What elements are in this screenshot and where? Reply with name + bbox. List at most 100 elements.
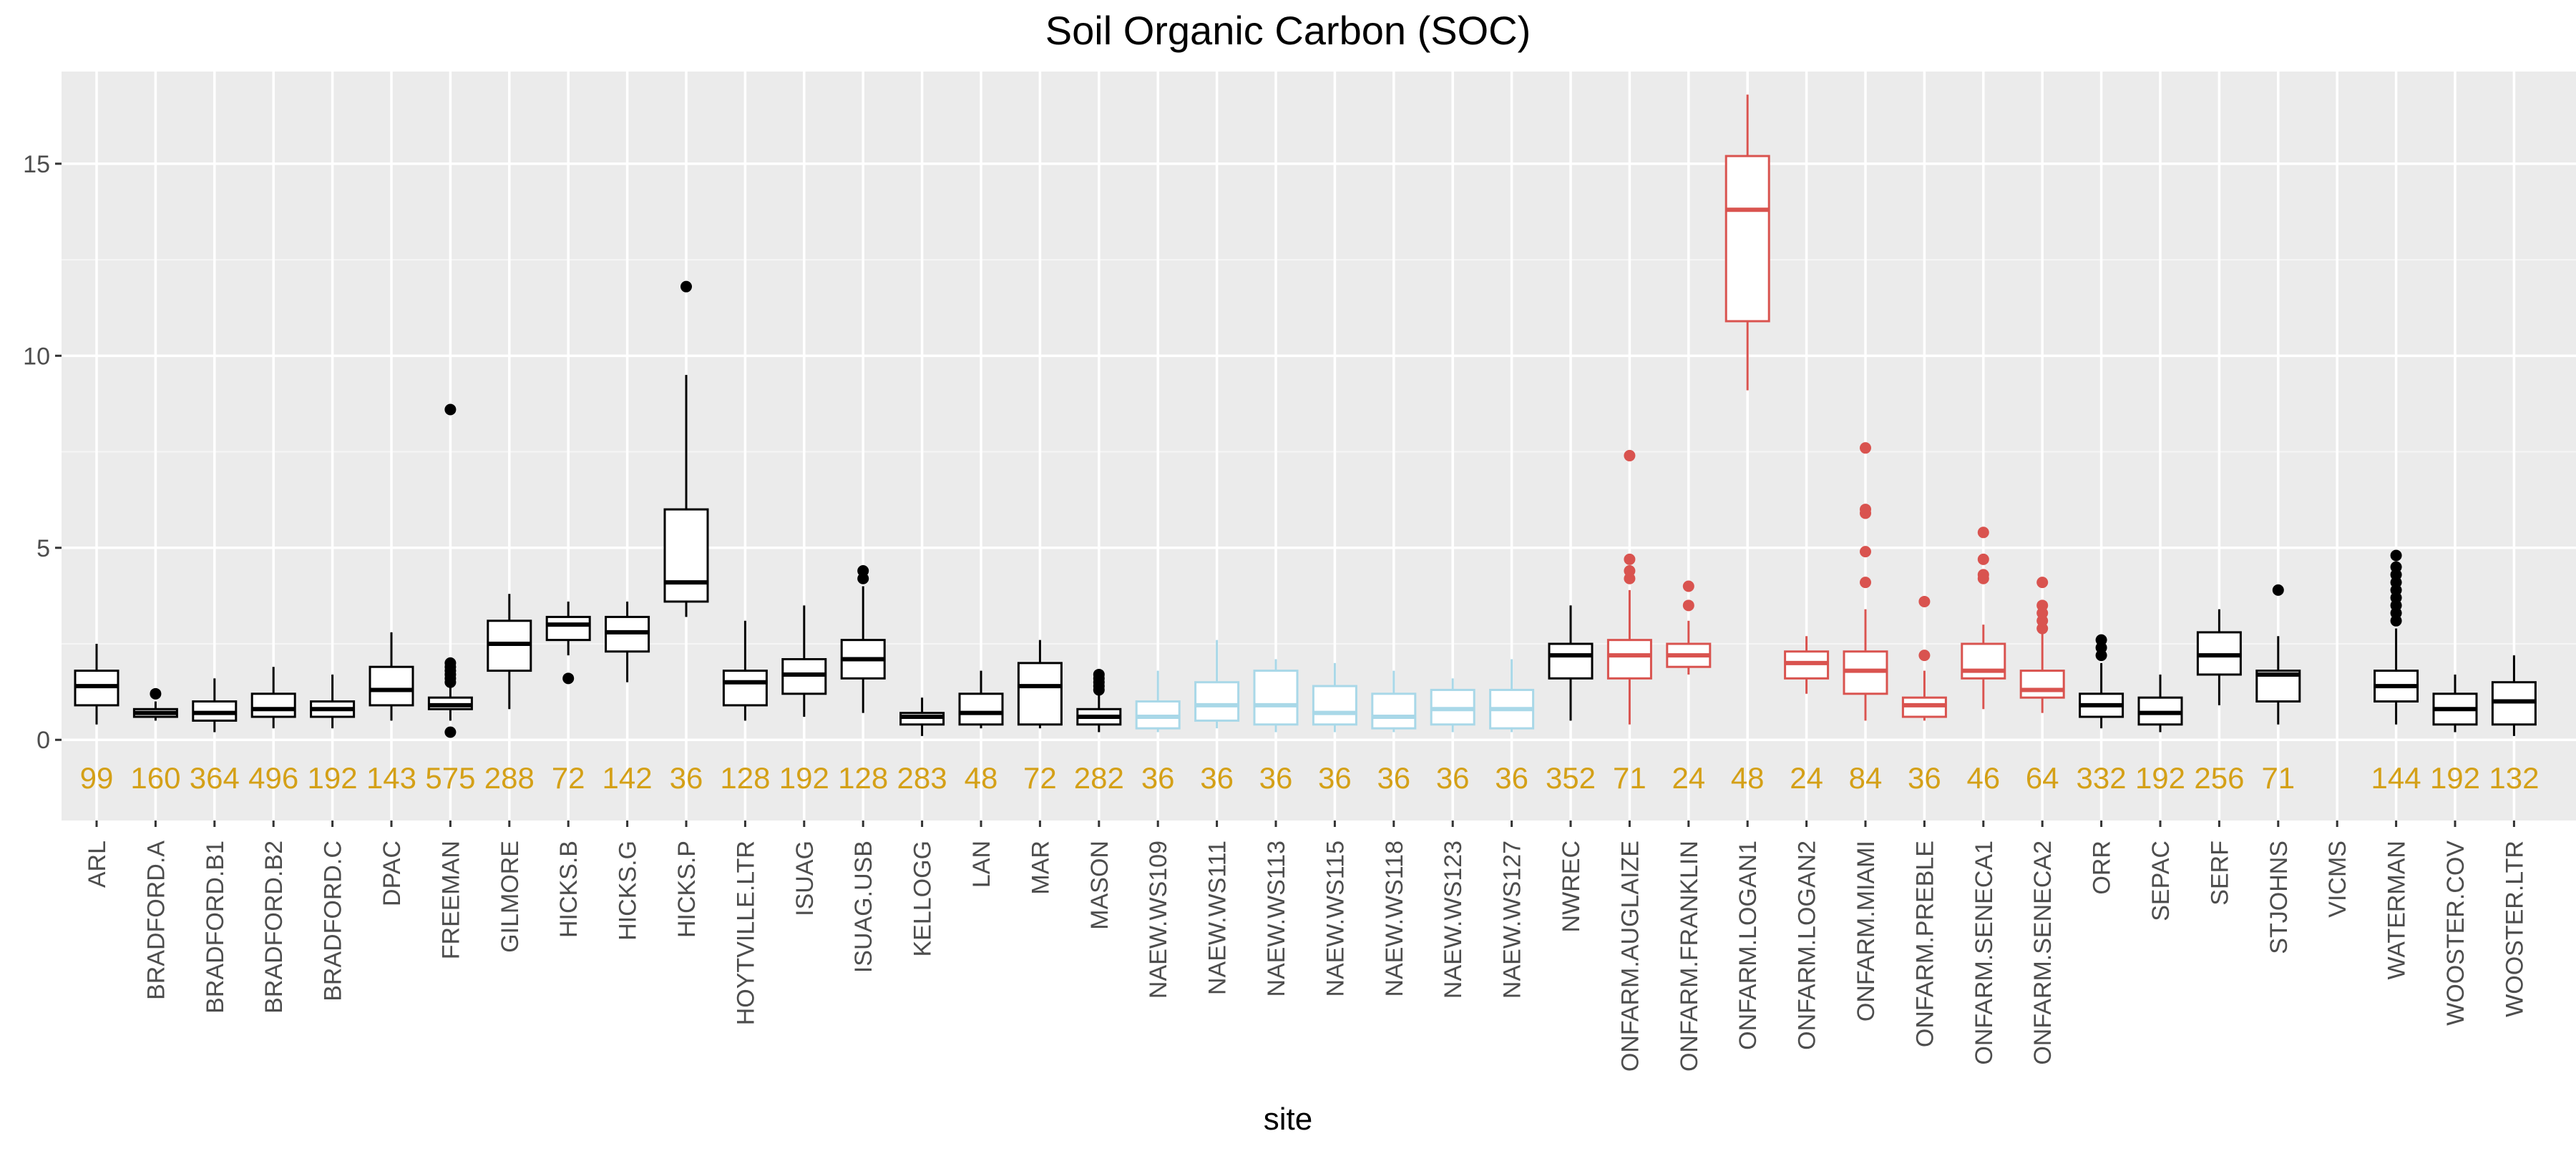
boxplot-hicks-p — [663, 280, 709, 617]
outlier-point — [1624, 449, 1636, 461]
x-tick-label: BRADFORD.B2 — [260, 841, 288, 1014]
boxplot-orr — [2079, 634, 2124, 729]
count-label: 192 — [2135, 761, 2185, 795]
boxplot-hoytville-ltr — [722, 620, 768, 721]
boxplot-freeman — [427, 403, 473, 738]
iqr-box — [722, 670, 768, 707]
outlier-point — [1093, 668, 1105, 680]
x-tick-label: NAEW.WS109 — [1145, 841, 1172, 999]
boxplot-dpac — [369, 632, 414, 721]
count-label: 283 — [897, 761, 947, 795]
x-tick-label: ONFARM.SENECA1 — [1971, 841, 1998, 1065]
count-label: 48 — [1731, 761, 1765, 795]
boxplot-naew-ws113 — [1253, 659, 1299, 733]
outlier-point — [1860, 546, 1871, 558]
count-label: 64 — [2026, 761, 2059, 795]
outlier-point — [2036, 599, 2049, 612]
boxplot-onfarm-miami — [1843, 442, 1888, 721]
x-tick-label: NAEW.WS123 — [1440, 841, 1467, 999]
outlier-point — [2272, 584, 2284, 596]
iqr-box — [1017, 662, 1063, 726]
boxplot-gilmore — [487, 594, 532, 710]
boxplot-wooster-ltr — [2491, 655, 2537, 736]
iqr-box — [958, 692, 1004, 726]
boxplot-kellogg — [899, 697, 945, 736]
count-label: 352 — [1546, 761, 1596, 795]
x-tick-label: ONFARM.AUGLAIZE — [1616, 841, 1644, 1072]
boxplot-stjohns — [2255, 584, 2301, 725]
boxplot-series — [74, 94, 2537, 738]
count-label: 332 — [2077, 761, 2127, 795]
boxplot-bradford-a — [132, 687, 178, 721]
outlier-point — [444, 726, 457, 738]
x-tick-label: LAN — [968, 841, 995, 888]
boxplot-waterman — [2373, 549, 2419, 725]
outlier-point — [444, 657, 457, 669]
count-label: 36 — [1200, 761, 1234, 795]
boxplot-onfarm-logan1 — [1724, 94, 1770, 391]
x-tick-label: FREEMAN — [437, 841, 464, 959]
boxplot-naew-ws127 — [1489, 659, 1535, 733]
x-tick-label: WOOSTER.LTR — [2501, 841, 2528, 1017]
x-tick-label: NAEW.WS115 — [1322, 841, 1349, 997]
boxplot-naew-ws111 — [1194, 640, 1240, 729]
x-tick-label: NAEW.WS111 — [1204, 841, 1231, 995]
boxplot-bradford-c — [310, 674, 356, 729]
x-tick-label: NAEW.WS113 — [1263, 841, 1290, 997]
x-tick-label: NAEW.WS118 — [1381, 841, 1408, 997]
iqr-box — [250, 692, 296, 718]
chart-title: Soil Organic Carbon (SOC) — [1045, 8, 1531, 53]
outlier-point — [1918, 650, 1931, 662]
count-label: 143 — [366, 761, 416, 795]
iqr-box — [1312, 685, 1357, 726]
count-labels: 99 160 364 496 192 143 575 288 72 142 36 128 192 128 2… — [80, 761, 2540, 795]
count-label: 71 — [2261, 761, 2295, 795]
count-label: 282 — [1074, 761, 1124, 795]
x-tick-label: ONFARM.LOGAN2 — [1794, 841, 1821, 1050]
x-tick-label: SEPAC — [2147, 841, 2175, 921]
x-tick-label: HOYTVILLE.LTR — [732, 841, 759, 1025]
count-label: 48 — [965, 761, 998, 795]
outlier-point — [1918, 595, 1931, 607]
boxplot-onfarm-auglaize — [1606, 449, 1652, 725]
y-axis: 0 5 10 15 — [23, 151, 62, 754]
boxplot-naew-ws109 — [1135, 670, 1181, 733]
boxplot-bradford-b2 — [250, 667, 296, 729]
boxplot-onfarm-logan2 — [1784, 636, 1830, 694]
count-label: 256 — [2194, 761, 2244, 795]
x-tick-label: BRADFORD.A — [142, 841, 170, 1000]
outlier-point — [2095, 634, 2107, 646]
count-label: 36 — [1377, 761, 1410, 795]
x-tick-label: DPAC — [379, 841, 406, 906]
x-tick-label: MASON — [1086, 841, 1113, 930]
iqr-box — [1194, 681, 1240, 722]
x-axis-title: site — [1263, 1102, 1313, 1137]
y-tick-label: 15 — [23, 151, 50, 178]
outlier-point — [1977, 526, 1989, 539]
x-tick-label: HICKS.G — [615, 841, 642, 941]
count-label: 72 — [552, 761, 585, 795]
count-label: 84 — [1849, 761, 1883, 795]
x-axis: ARL BRADFORD.A BRADFORD.B1 BRADFORD.B2 BRADF… — [84, 821, 2528, 1072]
boxplot-nwrec — [1548, 605, 1594, 721]
iqr-box — [1548, 642, 1594, 680]
y-tick-label: 10 — [23, 343, 50, 370]
count-label: 192 — [2430, 761, 2480, 795]
boxplot-onfarm-preble — [1901, 595, 1947, 721]
x-tick-label: KELLOGG — [909, 841, 937, 957]
boxplot-naew-ws123 — [1430, 678, 1475, 733]
count-label: 36 — [1495, 761, 1528, 795]
x-tick-label: GILMORE — [497, 841, 524, 953]
boxplot-wooster-cov — [2432, 674, 2478, 733]
outlier-point — [1860, 577, 1871, 589]
iqr-box — [1253, 670, 1299, 726]
iqr-box — [663, 508, 709, 603]
outlier-point — [1860, 442, 1871, 454]
outlier-point — [1682, 580, 1694, 592]
outlier-point — [1624, 565, 1636, 577]
y-tick-label: 0 — [36, 727, 50, 754]
count-label: 496 — [248, 761, 298, 795]
boxplot-mar — [1017, 640, 1063, 729]
iqr-box — [1606, 639, 1652, 680]
x-tick-label: HICKS.P — [673, 841, 701, 938]
